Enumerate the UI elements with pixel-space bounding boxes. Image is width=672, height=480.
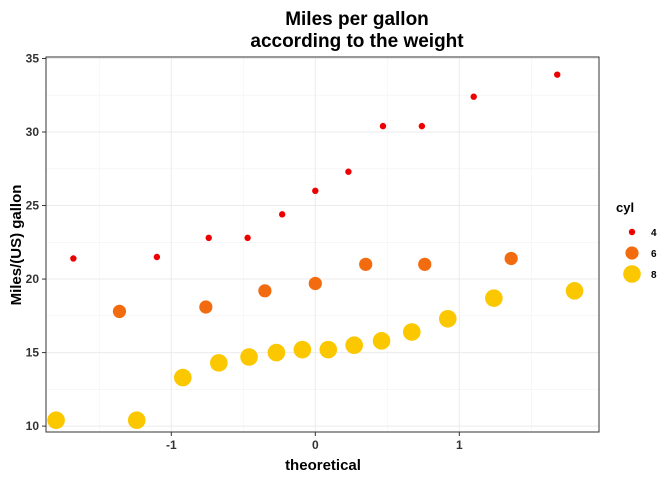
legend-key-cyl-6 [625,246,639,260]
data-point-cyl-6 [258,284,272,298]
data-point-cyl-4 [278,211,286,218]
data-point-cyl-8 [293,340,312,359]
data-point-cyl-8 [402,323,421,341]
legend-key-cyl-4 [628,228,636,236]
y-tick-label: 20 [26,272,40,286]
data-point-cyl-4 [418,122,426,130]
data-point-cyl-8 [345,336,363,355]
y-axis-title: Miles/(US) gallon [8,185,25,306]
data-point-cyl-8 [267,343,286,362]
legend-label-cyl-4: 4 [651,228,657,239]
data-point-cyl-8 [565,282,584,300]
y-tick-label: 25 [26,199,40,213]
data-point-cyl-4 [244,234,251,242]
y-tick-label: 30 [26,125,40,139]
legend-title: cyl [616,200,634,215]
data-point-cyl-8 [240,348,258,366]
data-point-cyl-6 [112,304,127,319]
data-point-cyl-4 [345,168,352,175]
data-point-cyl-4 [312,187,319,195]
data-point-cyl-8 [372,332,391,350]
data-point-cyl-4 [153,253,161,261]
legend-label-cyl-6: 6 [651,249,657,260]
plot-panel [46,57,599,432]
legend-label-cyl-8: 8 [651,270,657,281]
data-point-cyl-8 [210,354,228,372]
data-point-cyl-8 [174,368,192,387]
data-point-cyl-4 [379,122,387,130]
data-point-cyl-8 [127,411,146,430]
data-point-cyl-8 [485,289,503,307]
legend: cyl 4 6 8 [616,200,657,283]
legend-key-cyl-8 [623,265,641,283]
y-tick-label: 10 [26,419,40,433]
y-tick-label: 35 [26,51,40,65]
data-point-cyl-4 [554,71,561,78]
data-point-cyl-4 [205,234,212,242]
x-tick-label: 0 [312,438,319,452]
y-tick-label: 15 [26,346,40,360]
data-point-cyl-6 [418,257,432,271]
plot-area: -1 0 1 10 15 20 25 30 35 [26,51,600,452]
data-point-cyl-6 [504,251,518,266]
data-point-cyl-6 [308,276,322,291]
data-point-cyl-4 [70,255,77,262]
x-tick-label: -1 [166,438,177,452]
data-point-cyl-6 [359,257,373,271]
data-point-cyl-8 [319,340,338,359]
plot-border [45,56,600,433]
data-point-cyl-6 [199,300,213,314]
data-point-cyl-8 [438,309,457,328]
chart-title-line-1: Miles per gallon [285,9,429,30]
data-point-cyl-4 [470,93,477,100]
chart-title-line-2: according to the weight [250,31,464,52]
x-tick-label: 1 [456,438,463,452]
data-point-cyl-8 [47,411,65,430]
x-axis-title: theoretical [285,457,361,474]
